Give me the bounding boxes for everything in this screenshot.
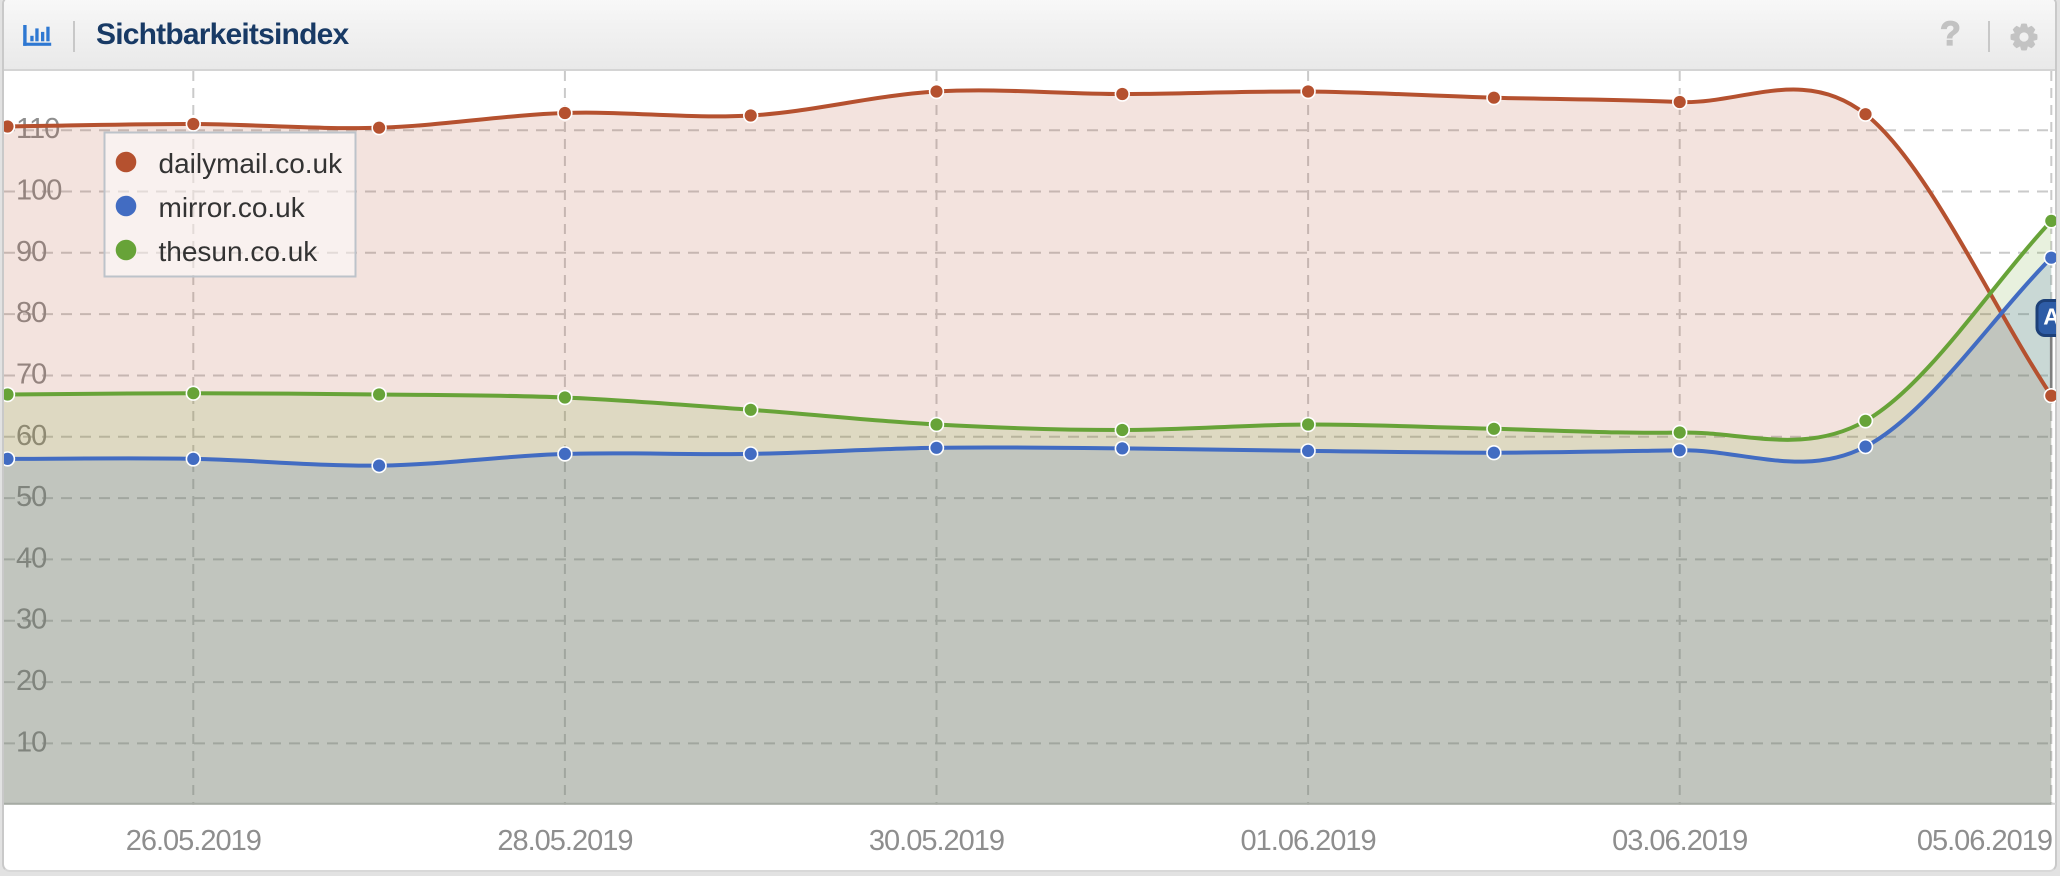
svg-text:dailymail.co.uk: dailymail.co.uk [159,148,344,179]
svg-text:mirror.co.uk: mirror.co.uk [159,192,306,223]
svg-text:30: 30 [16,604,46,636]
svg-text:thesun.co.uk: thesun.co.uk [159,236,319,267]
svg-text:100: 100 [16,175,61,207]
svg-text:05.06.2019: 05.06.2019 [1917,825,2052,857]
svg-text:26.05.2019: 26.05.2019 [126,825,261,857]
svg-text:80: 80 [16,297,46,329]
svg-text:10: 10 [16,726,46,758]
svg-text:110: 110 [16,113,59,145]
svg-text:28.05.2019: 28.05.2019 [497,825,632,857]
svg-text:03.06.2019: 03.06.2019 [1612,825,1747,857]
svg-text:60: 60 [16,420,46,452]
svg-text:50: 50 [16,481,46,513]
svg-text:70: 70 [16,359,46,391]
svg-text:01.06.2019: 01.06.2019 [1241,825,1376,857]
svg-text:40: 40 [16,542,46,574]
svg-text:A: A [2043,304,2060,330]
svg-text:20: 20 [16,665,46,697]
svg-text:30.05.2019: 30.05.2019 [869,825,1004,857]
svg-text:90: 90 [16,236,46,268]
